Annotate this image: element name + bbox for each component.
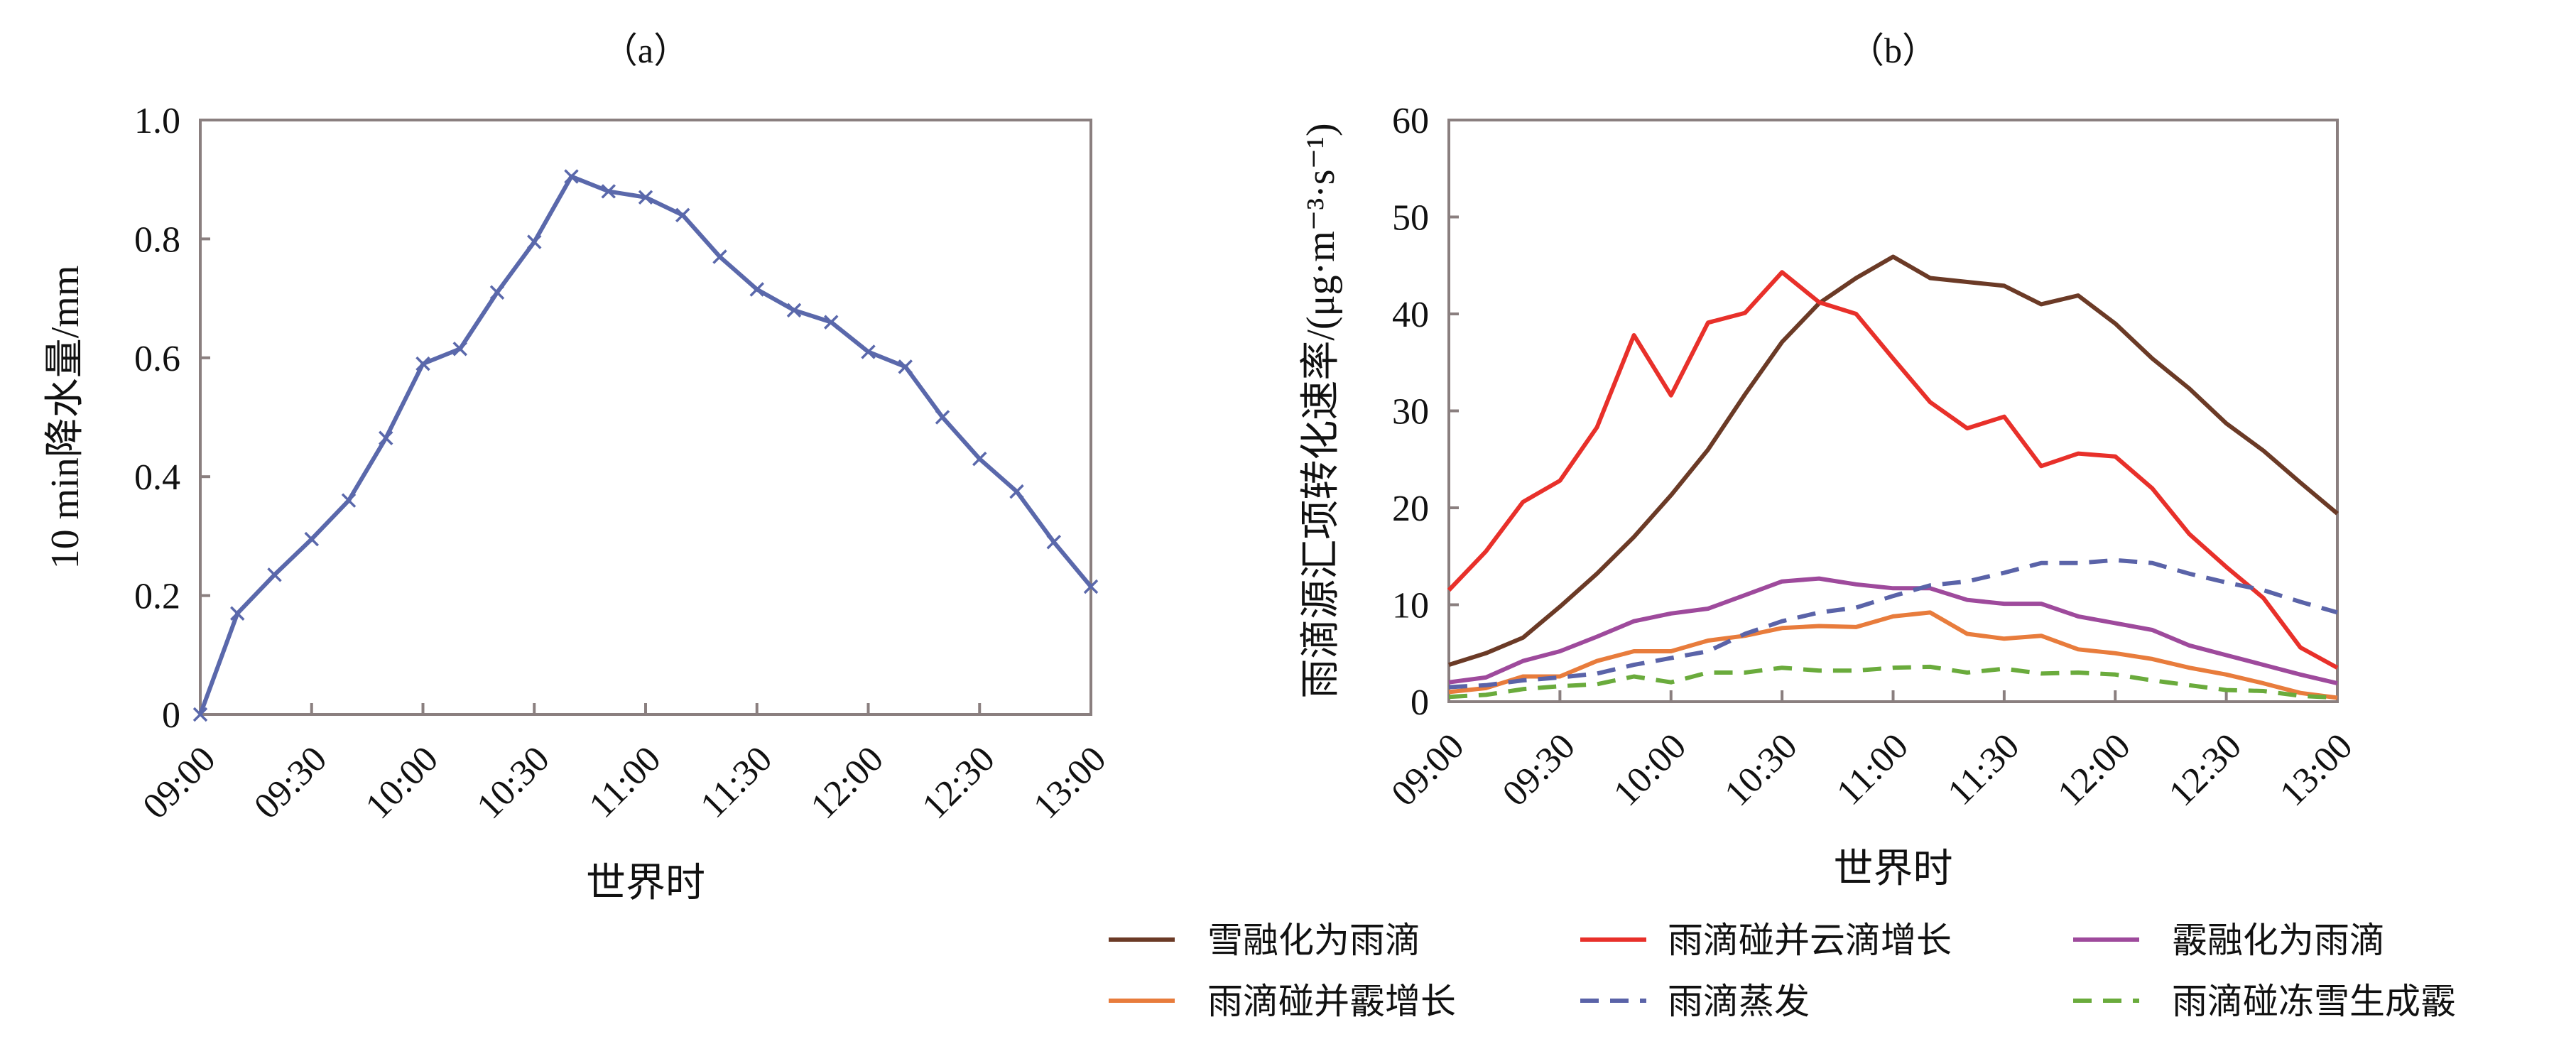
data-point-marker [527, 234, 542, 249]
data-point-marker [824, 315, 839, 330]
y-tick-label: 30 [1392, 392, 1429, 433]
y-tick-label: 0.6 [134, 339, 180, 379]
x-tick-label: 10:00 [358, 739, 446, 827]
data-point-marker [192, 707, 208, 722]
series-line-5 [1448, 664, 2338, 700]
x-tick-label: 11:30 [693, 739, 781, 826]
y-tick-label: 1.0 [134, 101, 180, 141]
data-point-marker [1009, 484, 1024, 499]
data-point-marker [452, 342, 467, 357]
x-tick-label: 13:00 [2272, 726, 2360, 814]
x-tick-label: 11:00 [1829, 726, 1916, 813]
chart-title: （a） [602, 31, 689, 70]
data-point-marker [898, 359, 913, 374]
x-tick-label: 11:30 [1940, 726, 2028, 813]
data-point-marker [861, 344, 876, 359]
legend-label: 雪融化为雨滴 [1207, 920, 1420, 960]
chart-a: （a） 0 0.2 0.4 0.6 0.8 1.0 09:00 09:30 10:00 10:30 1… [43, 31, 1114, 906]
x-tick-label: 12:00 [803, 739, 891, 827]
x-tick-label: 10:00 [1606, 726, 1694, 814]
data-point-marker [749, 282, 764, 297]
x-axis-label: 世界时 [1834, 847, 1953, 891]
data-point-marker [379, 430, 393, 446]
series-line-0 [198, 174, 1093, 716]
y-tick-label: 0.4 [134, 457, 180, 498]
data-point-marker [601, 184, 616, 199]
data-point-marker [1083, 579, 1099, 594]
data-point-marker [230, 606, 245, 621]
x-tick-label: 10:30 [469, 739, 558, 827]
data-point-marker [638, 190, 653, 205]
x-tick-label: 09:00 [1384, 726, 1472, 814]
y-axis-label: 10 min降水量/mm [43, 266, 87, 570]
y-tick-label: 0 [1411, 683, 1429, 723]
legend-label: 雨滴碰并霰增长 [1207, 982, 1456, 1021]
legend-label: 霰融化为雨滴 [2172, 920, 2385, 960]
data-point-marker [489, 285, 505, 300]
x-axis-label: 世界时 [586, 861, 705, 906]
y-tick-label: 20 [1392, 489, 1429, 529]
series-line-3 [1448, 610, 2338, 700]
series-line-0 [1448, 254, 2339, 667]
data-point-marker [712, 249, 727, 264]
x-tick-label: 12:30 [2161, 726, 2249, 814]
series-line-2 [1448, 576, 2338, 686]
y-tick-label: 0.2 [134, 577, 180, 617]
y-tick-label: 0 [162, 695, 180, 736]
x-tick-label: 12:30 [915, 739, 1003, 827]
legend-label: 雨滴蒸发 [1668, 982, 1810, 1021]
data-point-marker [675, 207, 690, 223]
data-point-marker [1046, 535, 1061, 550]
chart-title: （b） [1849, 31, 1938, 70]
data-point-marker [415, 356, 430, 371]
y-tick-label: 60 [1392, 101, 1429, 141]
x-tick-label: 11:00 [582, 739, 669, 826]
data-point-marker [341, 493, 357, 508]
y-axis-label: 雨滴源汇项转化速率/(μg·m⁻³·s⁻¹) [1299, 123, 1343, 698]
y-tick-label: 10 [1392, 586, 1429, 626]
series-line-1 [1447, 270, 2339, 670]
data-point-marker [935, 410, 950, 425]
data-point-marker [972, 451, 987, 467]
y-tick-label: 0.8 [134, 219, 180, 260]
plot-frame [199, 119, 1092, 716]
x-tick-label: 09:30 [246, 739, 335, 827]
x-tick-label: 10:30 [1717, 726, 1805, 814]
legend-label: 雨滴碰冻雪生成霰 [2172, 982, 2456, 1021]
x-tick-label: 09:30 [1495, 726, 1583, 814]
chart-b: （b） 0 10 20 30 40 50 60 09:00 09:30 10:00 10:30 11:0… [1299, 31, 2360, 891]
data-point-marker [304, 531, 319, 547]
x-tick-label: 09:00 [135, 739, 223, 827]
data-point-marker [786, 303, 802, 318]
legend-label: 雨滴碰并云滴增长 [1668, 920, 1952, 960]
data-point-marker [564, 169, 579, 184]
x-tick-label: 12:00 [2050, 726, 2138, 814]
y-tick-label: 50 [1392, 198, 1429, 239]
data-point-marker [267, 567, 282, 582]
y-tick-label: 40 [1392, 295, 1429, 335]
series-line-4 [1448, 558, 2338, 690]
x-tick-label: 13:00 [1026, 739, 1114, 827]
